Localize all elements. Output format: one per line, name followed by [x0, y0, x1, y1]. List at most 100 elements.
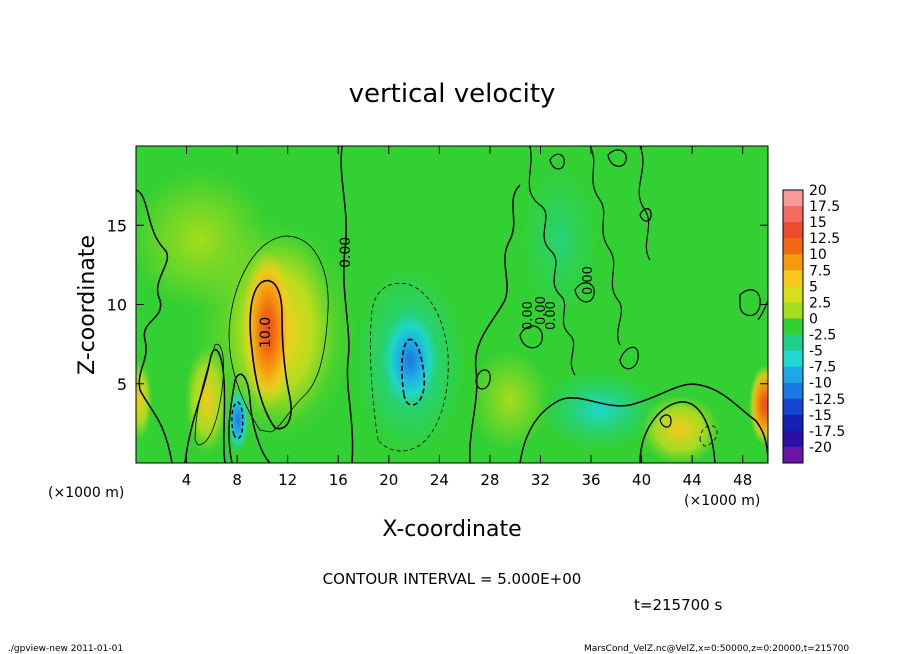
- contour-label-zero-1: 0.00: [338, 237, 354, 268]
- contour-label-zero-3: 0.00: [534, 296, 549, 325]
- plot-area: 10.0 0.00 0.00 0.00 0.00 0.00: [136, 146, 768, 463]
- x-tick-label-7: 32: [531, 471, 550, 489]
- colorbar-swatch-2: [783, 222, 803, 239]
- colorbar-label-0: 20: [809, 183, 827, 199]
- contour-negative-left: [231, 401, 244, 440]
- colorbar-swatch-12: [783, 382, 803, 400]
- y-axis-label: Z-coordinate: [75, 235, 100, 375]
- footer-right: MarsCond_VelZ.nc@VelZ,x=0:50000,z=0:2000…: [584, 644, 849, 654]
- downdraft-upper: [520, 160, 600, 320]
- contour-ragged-2: [589, 146, 623, 346]
- contour-negative-core: [401, 338, 426, 406]
- contour-positive-left: [194, 343, 224, 446]
- contour-small-b: [475, 369, 491, 390]
- field-downdrafts: [227, 160, 660, 455]
- colorbar-swatch-13: [783, 398, 803, 416]
- colorbar-label-9: -2.5: [809, 328, 836, 344]
- field-updrafts: [136, 170, 768, 463]
- downdraft-right: [540, 370, 660, 450]
- colorbar-label-2: 15: [809, 215, 827, 231]
- contour-small-h: [659, 414, 672, 428]
- chart-title: vertical velocity: [349, 79, 556, 109]
- colorbar-swatch-0: [783, 190, 803, 207]
- colorbar-label-14: -15: [809, 408, 832, 424]
- y-tick-label-1: 10: [107, 296, 127, 315]
- x-tick-label-0: 4: [182, 471, 192, 489]
- contour-small-e: [549, 153, 565, 170]
- colorbar: 2017.51512.5107.552.50-2.5-5-7.5-10-12.5…: [782, 183, 845, 464]
- colorbar-label-4: 10: [809, 247, 827, 263]
- contour-small-a: [619, 346, 639, 370]
- contours: [136, 146, 768, 463]
- y-axis: 5 10 15: [107, 216, 768, 394]
- downdraft-left: [227, 388, 249, 452]
- updraft-left: [185, 345, 229, 455]
- x-tick-label-3: 16: [329, 471, 348, 489]
- contour-positive-10: [249, 279, 292, 430]
- contour-label-zero-4: 0.00: [581, 266, 596, 295]
- x-unit-right: (×1000 m): [684, 493, 760, 509]
- contour-zero-a: [228, 373, 271, 463]
- colorbar-swatch-4: [783, 254, 803, 271]
- updraft-left-edge: [136, 360, 152, 440]
- colorbar-swatch-3: [783, 238, 803, 255]
- contour-label-zero-5: 0.00: [544, 301, 559, 330]
- contour-small-c: [519, 325, 543, 349]
- x-tick-label-11: 48: [733, 471, 752, 489]
- x-axis-label: X-coordinate: [382, 517, 521, 542]
- colorbar-swatch-16: [783, 446, 803, 464]
- colorbar-swatch-11: [783, 366, 803, 384]
- footer-left: ./gpview-new 2011-01-01: [8, 644, 123, 654]
- colorbar-label-11: -7.5: [809, 360, 836, 376]
- colorbar-swatch-1: [783, 206, 803, 223]
- colorbar-label-5: 7.5: [809, 263, 831, 279]
- x-tick-label-9: 40: [632, 471, 651, 489]
- y-tick-label-2: 15: [107, 216, 127, 235]
- contour-right-1: [739, 289, 761, 317]
- colorbar-swatch-5: [783, 270, 803, 287]
- colorbar-frame: [782, 189, 804, 464]
- x-tick-label-2: 12: [278, 471, 297, 489]
- colorbar-swatch-6: [783, 286, 803, 303]
- colorbar-label-16: -20: [809, 440, 832, 456]
- contour-negative-right: [699, 425, 718, 447]
- contour-zero-left: [136, 189, 173, 463]
- contour-ragged-3: [638, 146, 651, 261]
- colorbar-label-15: -17.5: [809, 424, 845, 440]
- x-tick-label-5: 24: [430, 471, 449, 489]
- colorbar-label-12: -10: [809, 376, 832, 392]
- time-label: t=215700 s: [634, 596, 722, 614]
- colorbar-swatch-14: [783, 414, 803, 432]
- colorbar-swatch-7: [783, 302, 803, 319]
- contour-zero-d: [469, 184, 521, 463]
- colorbar-label-10: -5: [809, 344, 823, 360]
- colorbar-swatch-10: [783, 350, 803, 368]
- contour-positive-5: [228, 235, 329, 433]
- colorbar-swatch-8: [783, 318, 803, 336]
- contour-interval: CONTOUR INTERVAL = 5.000E+00: [323, 570, 582, 588]
- colorbar-label-8: 0: [809, 311, 818, 327]
- contour-ragged-upper: [528, 146, 576, 376]
- contour-zero-b: [184, 348, 226, 463]
- updraft-right-edge: [749, 365, 768, 445]
- x-tick-label-6: 28: [480, 471, 499, 489]
- updraft-mid: [470, 350, 550, 450]
- x-axis: 4 8 12 16 20 24 28 32 36 40 44 48: [182, 146, 752, 489]
- colorbar-label-6: 5: [809, 279, 818, 295]
- contour-labels: 10.0 0.00 0.00 0.00 0.00 0.00: [258, 237, 596, 348]
- colorbar-label-3: 12.5: [809, 231, 840, 247]
- x-tick-label-4: 20: [379, 471, 398, 489]
- colorbar-swatch-15: [783, 430, 803, 448]
- contour-small-g: [639, 208, 652, 222]
- contour-label-10: 10.0: [258, 317, 274, 348]
- contour-small-d: [574, 282, 595, 303]
- colorbar-label-13: -12.5: [809, 392, 845, 408]
- contour-zero-e: [519, 383, 768, 463]
- y-tick-label-0: 5: [117, 375, 127, 394]
- contour-zero-c: [340, 146, 354, 463]
- contour-small-f: [607, 149, 627, 167]
- x-tick-label-1: 8: [232, 471, 242, 489]
- contour-negative-main: [370, 282, 449, 452]
- x-tick-label-8: 36: [581, 471, 600, 489]
